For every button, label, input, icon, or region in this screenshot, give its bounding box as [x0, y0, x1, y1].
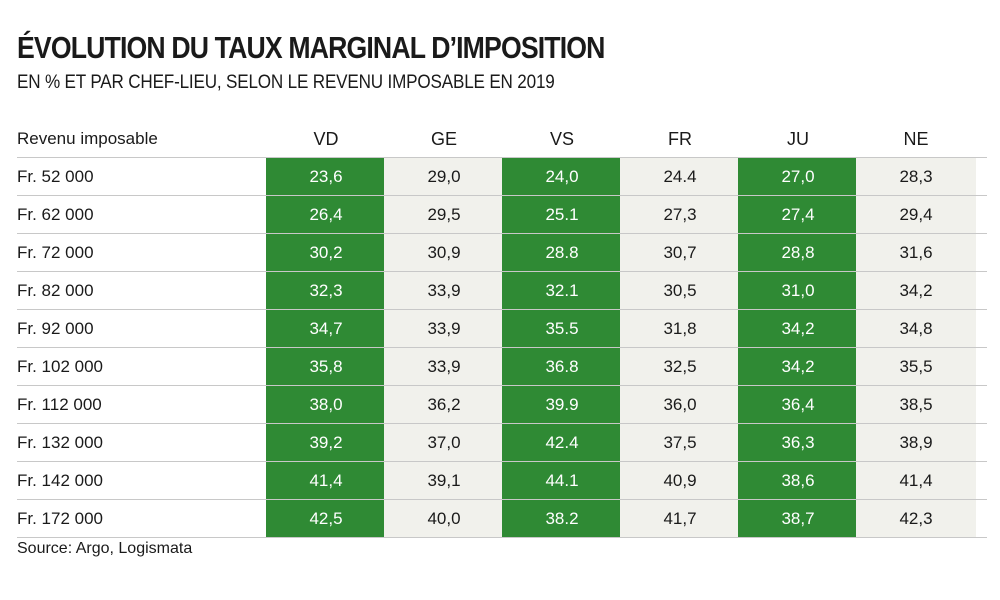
- value-cell-ju: 28,8: [738, 234, 858, 271]
- value-cell-ne: 34,8: [856, 310, 976, 347]
- value-cell-ne: 28,3: [856, 158, 976, 195]
- value-cell-vd: 26,4: [266, 196, 386, 233]
- row-label: Fr. 72 000: [17, 242, 94, 262]
- value-cell-ne: 34,2: [856, 272, 976, 309]
- value-cell-ge: 37,0: [384, 424, 504, 461]
- column-header-vd: VD: [313, 128, 339, 149]
- table-row: Fr. 112 000 38,0 36,2 39.9 36,0 36,4 38,5: [17, 385, 987, 423]
- value-cell-ne: 38,5: [856, 386, 976, 423]
- value-cell-ju: 27,4: [738, 196, 858, 233]
- table-row: Fr. 82 000 32,3 33,9 32.1 30,5 31,0 34,2: [17, 271, 987, 309]
- value-cell-vs: 32.1: [502, 272, 622, 309]
- value-cell-vd: 38,0: [266, 386, 386, 423]
- table-row: Fr. 142 000 41,4 39,1 44.1 40,9 38,6 41,4: [17, 461, 987, 499]
- source-note: Source: Argo, Logismata: [17, 540, 193, 557]
- value-cell-ne: 38,9: [856, 424, 976, 461]
- column-header-ge: GE: [430, 128, 457, 149]
- value-cell-vd: 34,7: [266, 310, 386, 347]
- value-cell-ne: 31,6: [856, 234, 976, 271]
- value-cell-vs: 24,0: [502, 158, 622, 195]
- header-row: Revenu imposable VD GE VS FR JU NE: [17, 121, 987, 157]
- row-label: Fr. 172 000: [17, 508, 104, 528]
- value-cell-ne: 41,4: [856, 462, 976, 499]
- value-cell-vd: 30,2: [266, 234, 386, 271]
- value-cell-vd: 32,3: [266, 272, 386, 309]
- value-cell-ge: 30,9: [384, 234, 504, 271]
- row-label: Fr. 52 000: [17, 166, 94, 186]
- value-cell-vd: 23,6: [266, 158, 386, 195]
- chart-subtitle: EN % ET PAR CHEF-LIEU, SELON LE REVENU I…: [17, 72, 555, 93]
- value-cell-ge: 29,5: [384, 196, 504, 233]
- table-row: Fr. 92 000 34,7 33,9 35.5 31,8 34,2 34,8: [17, 309, 987, 347]
- row-label: Fr. 142 000: [17, 470, 104, 490]
- value-cell-ge: 36,2: [384, 386, 504, 423]
- column-header-vs: VS: [549, 128, 574, 149]
- value-cell-fr: 37,5: [620, 424, 740, 461]
- column-header-ju: JU: [787, 128, 809, 149]
- value-cell-vs: 38.2: [502, 500, 622, 537]
- value-cell-fr: 41,7: [620, 500, 740, 537]
- value-cell-ne: 29,4: [856, 196, 976, 233]
- value-cell-ju: 34,2: [738, 348, 858, 385]
- value-cell-vs: 25.1: [502, 196, 622, 233]
- value-cell-ge: 39,1: [384, 462, 504, 499]
- value-cell-vs: 39.9: [502, 386, 622, 423]
- chart-title: ÉVOLUTION DU TAUX MARGINAL D’IMPOSITION: [17, 30, 605, 65]
- value-cell-ju: 36,3: [738, 424, 858, 461]
- value-cell-fr: 31,8: [620, 310, 740, 347]
- value-cell-vs: 44.1: [502, 462, 622, 499]
- value-cell-ge: 33,9: [384, 348, 504, 385]
- table-row: Fr. 72 000 30,2 30,9 28.8 30,7 28,8 31,6: [17, 233, 987, 271]
- value-cell-ju: 36,4: [738, 386, 858, 423]
- value-cell-ge: 40,0: [384, 500, 504, 537]
- value-cell-fr: 32,5: [620, 348, 740, 385]
- value-cell-fr: 24.4: [620, 158, 740, 195]
- value-cell-vs: 36.8: [502, 348, 622, 385]
- value-cell-ne: 35,5: [856, 348, 976, 385]
- value-cell-ge: 33,9: [384, 310, 504, 347]
- value-cell-vd: 39,2: [266, 424, 386, 461]
- value-cell-ne: 42,3: [856, 500, 976, 537]
- value-cell-vd: 35,8: [266, 348, 386, 385]
- value-cell-vs: 35.5: [502, 310, 622, 347]
- row-label: Fr. 82 000: [17, 280, 94, 300]
- table-row: Fr. 102 000 35,8 33,9 36.8 32,5 34,2 35,5: [17, 347, 987, 385]
- value-cell-fr: 40,9: [620, 462, 740, 499]
- value-cell-vs: 42.4: [502, 424, 622, 461]
- row-label: Fr. 132 000: [17, 432, 104, 452]
- row-label: Fr. 102 000: [17, 356, 104, 376]
- value-cell-ju: 31,0: [738, 272, 858, 309]
- table-row: Fr. 172 000 42,5 40,0 38.2 41,7 38,7 42,3: [17, 499, 987, 538]
- value-cell-ju: 34,2: [738, 310, 858, 347]
- value-cell-fr: 36,0: [620, 386, 740, 423]
- value-cell-fr: 27,3: [620, 196, 740, 233]
- row-label: Fr. 62 000: [17, 204, 94, 224]
- table-row: Fr. 52 000 23,6 29,0 24,0 24.4 27,0 28,3: [17, 157, 987, 195]
- tax-rate-table: Revenu imposable VD GE VS FR JU NE Fr. 52 000…: [17, 121, 987, 538]
- value-cell-ju: 38,7: [738, 500, 858, 537]
- value-cell-fr: 30,5: [620, 272, 740, 309]
- row-label: Fr. 112 000: [17, 394, 102, 414]
- column-header-ne: NE: [903, 128, 929, 149]
- value-cell-ju: 27,0: [738, 158, 858, 195]
- table-row: Fr. 62 000 26,4 29,5 25.1 27,3 27,4 29,4: [17, 195, 987, 233]
- row-label: Fr. 92 000: [17, 318, 94, 338]
- value-cell-ge: 29,0: [384, 158, 504, 195]
- value-cell-fr: 30,7: [620, 234, 740, 271]
- table-row: Fr. 132 000 39,2 37,0 42.4 37,5 36,3 38,9: [17, 423, 987, 461]
- value-cell-vs: 28.8: [502, 234, 622, 271]
- value-cell-vd: 42,5: [266, 500, 386, 537]
- value-cell-ju: 38,6: [738, 462, 858, 499]
- row-header-label: Revenu imposable: [17, 129, 158, 148]
- value-cell-ge: 33,9: [384, 272, 504, 309]
- column-header-fr: FR: [668, 128, 692, 149]
- value-cell-vd: 41,4: [266, 462, 386, 499]
